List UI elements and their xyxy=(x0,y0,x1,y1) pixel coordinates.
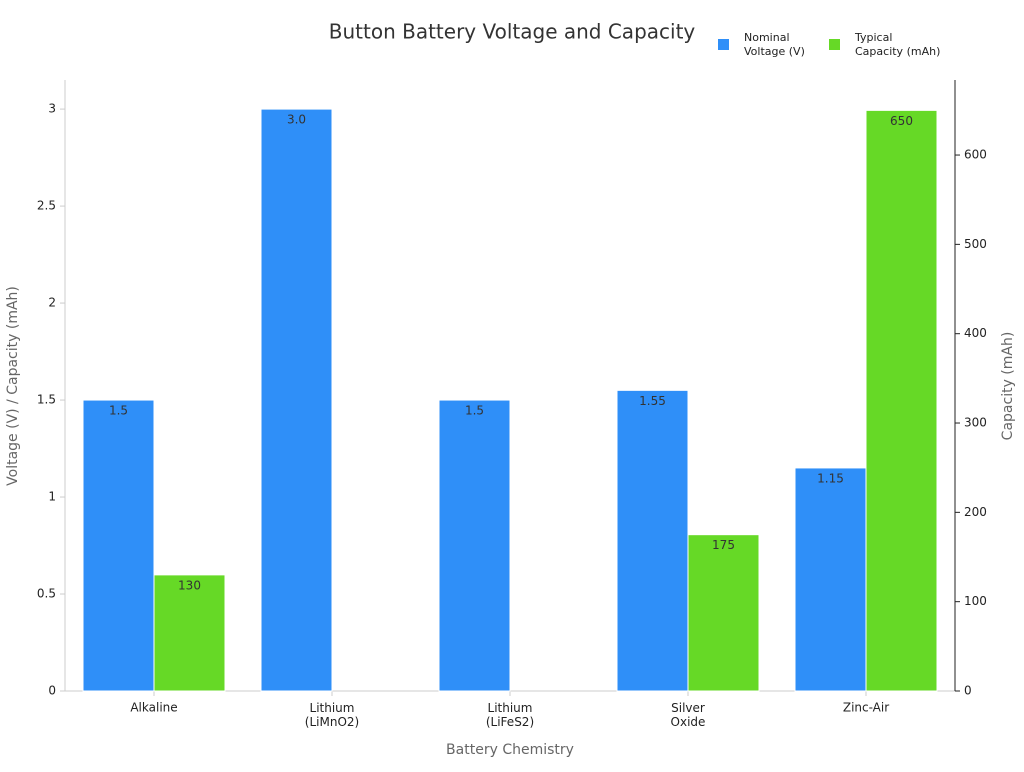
y-tick-label: 1.5 xyxy=(37,393,56,407)
y2-tick-label: 300 xyxy=(964,416,987,430)
x-tick-label: Alkaline xyxy=(130,701,177,715)
y-tick-label: 3 xyxy=(48,102,56,116)
bar xyxy=(153,574,226,692)
chart-title: Button Battery Voltage and Capacity xyxy=(329,20,696,44)
bar xyxy=(865,109,938,692)
legend-label: Typical Capacity (mAh) xyxy=(854,31,940,58)
y2-tick-label: 600 xyxy=(964,148,987,162)
x-tick-label: Lithium (LiMnO2) xyxy=(305,701,359,729)
bar xyxy=(616,389,689,692)
y-tick-label: 0 xyxy=(48,684,56,698)
y-tick-label: 1 xyxy=(48,490,56,504)
bar xyxy=(260,108,333,692)
value-label: 650 xyxy=(890,114,913,128)
value-label: 175 xyxy=(712,538,735,552)
y2-tick-label: 400 xyxy=(964,326,987,340)
bar xyxy=(82,399,155,692)
value-label: 1.55 xyxy=(639,394,666,408)
x-tick-label: Zinc-Air xyxy=(843,701,889,715)
x-tick-label: Silver Oxide xyxy=(671,701,706,729)
legend-swatch xyxy=(718,39,729,50)
y-tick-label: 2 xyxy=(48,296,56,310)
y2-tick-label: 100 xyxy=(964,594,987,608)
y2-tick-label: 500 xyxy=(964,237,987,251)
y2-tick-label: 0 xyxy=(964,684,972,698)
bar xyxy=(438,399,511,692)
x-tick-label: Lithium (LiFeS2) xyxy=(486,701,534,729)
value-label: 1.5 xyxy=(109,404,128,418)
y2-axis-label: Capacity (mAh) xyxy=(1000,332,1016,441)
legend-swatch xyxy=(829,39,840,50)
y-tick-label: 0.5 xyxy=(37,587,56,601)
value-label: 3.0 xyxy=(287,113,306,127)
legend-label: Nominal Voltage (V) xyxy=(744,31,805,58)
bar xyxy=(794,467,867,692)
bar xyxy=(687,534,760,692)
value-label: 1.5 xyxy=(465,404,484,418)
value-label: 130 xyxy=(178,578,201,592)
x-axis-label: Battery Chemistry xyxy=(446,742,574,758)
y2-tick-label: 200 xyxy=(964,505,987,519)
y-tick-label: 2.5 xyxy=(37,199,56,213)
y-axis-label: Voltage (V) / Capacity (mAh) xyxy=(5,286,21,486)
value-label: 1.15 xyxy=(817,471,844,485)
